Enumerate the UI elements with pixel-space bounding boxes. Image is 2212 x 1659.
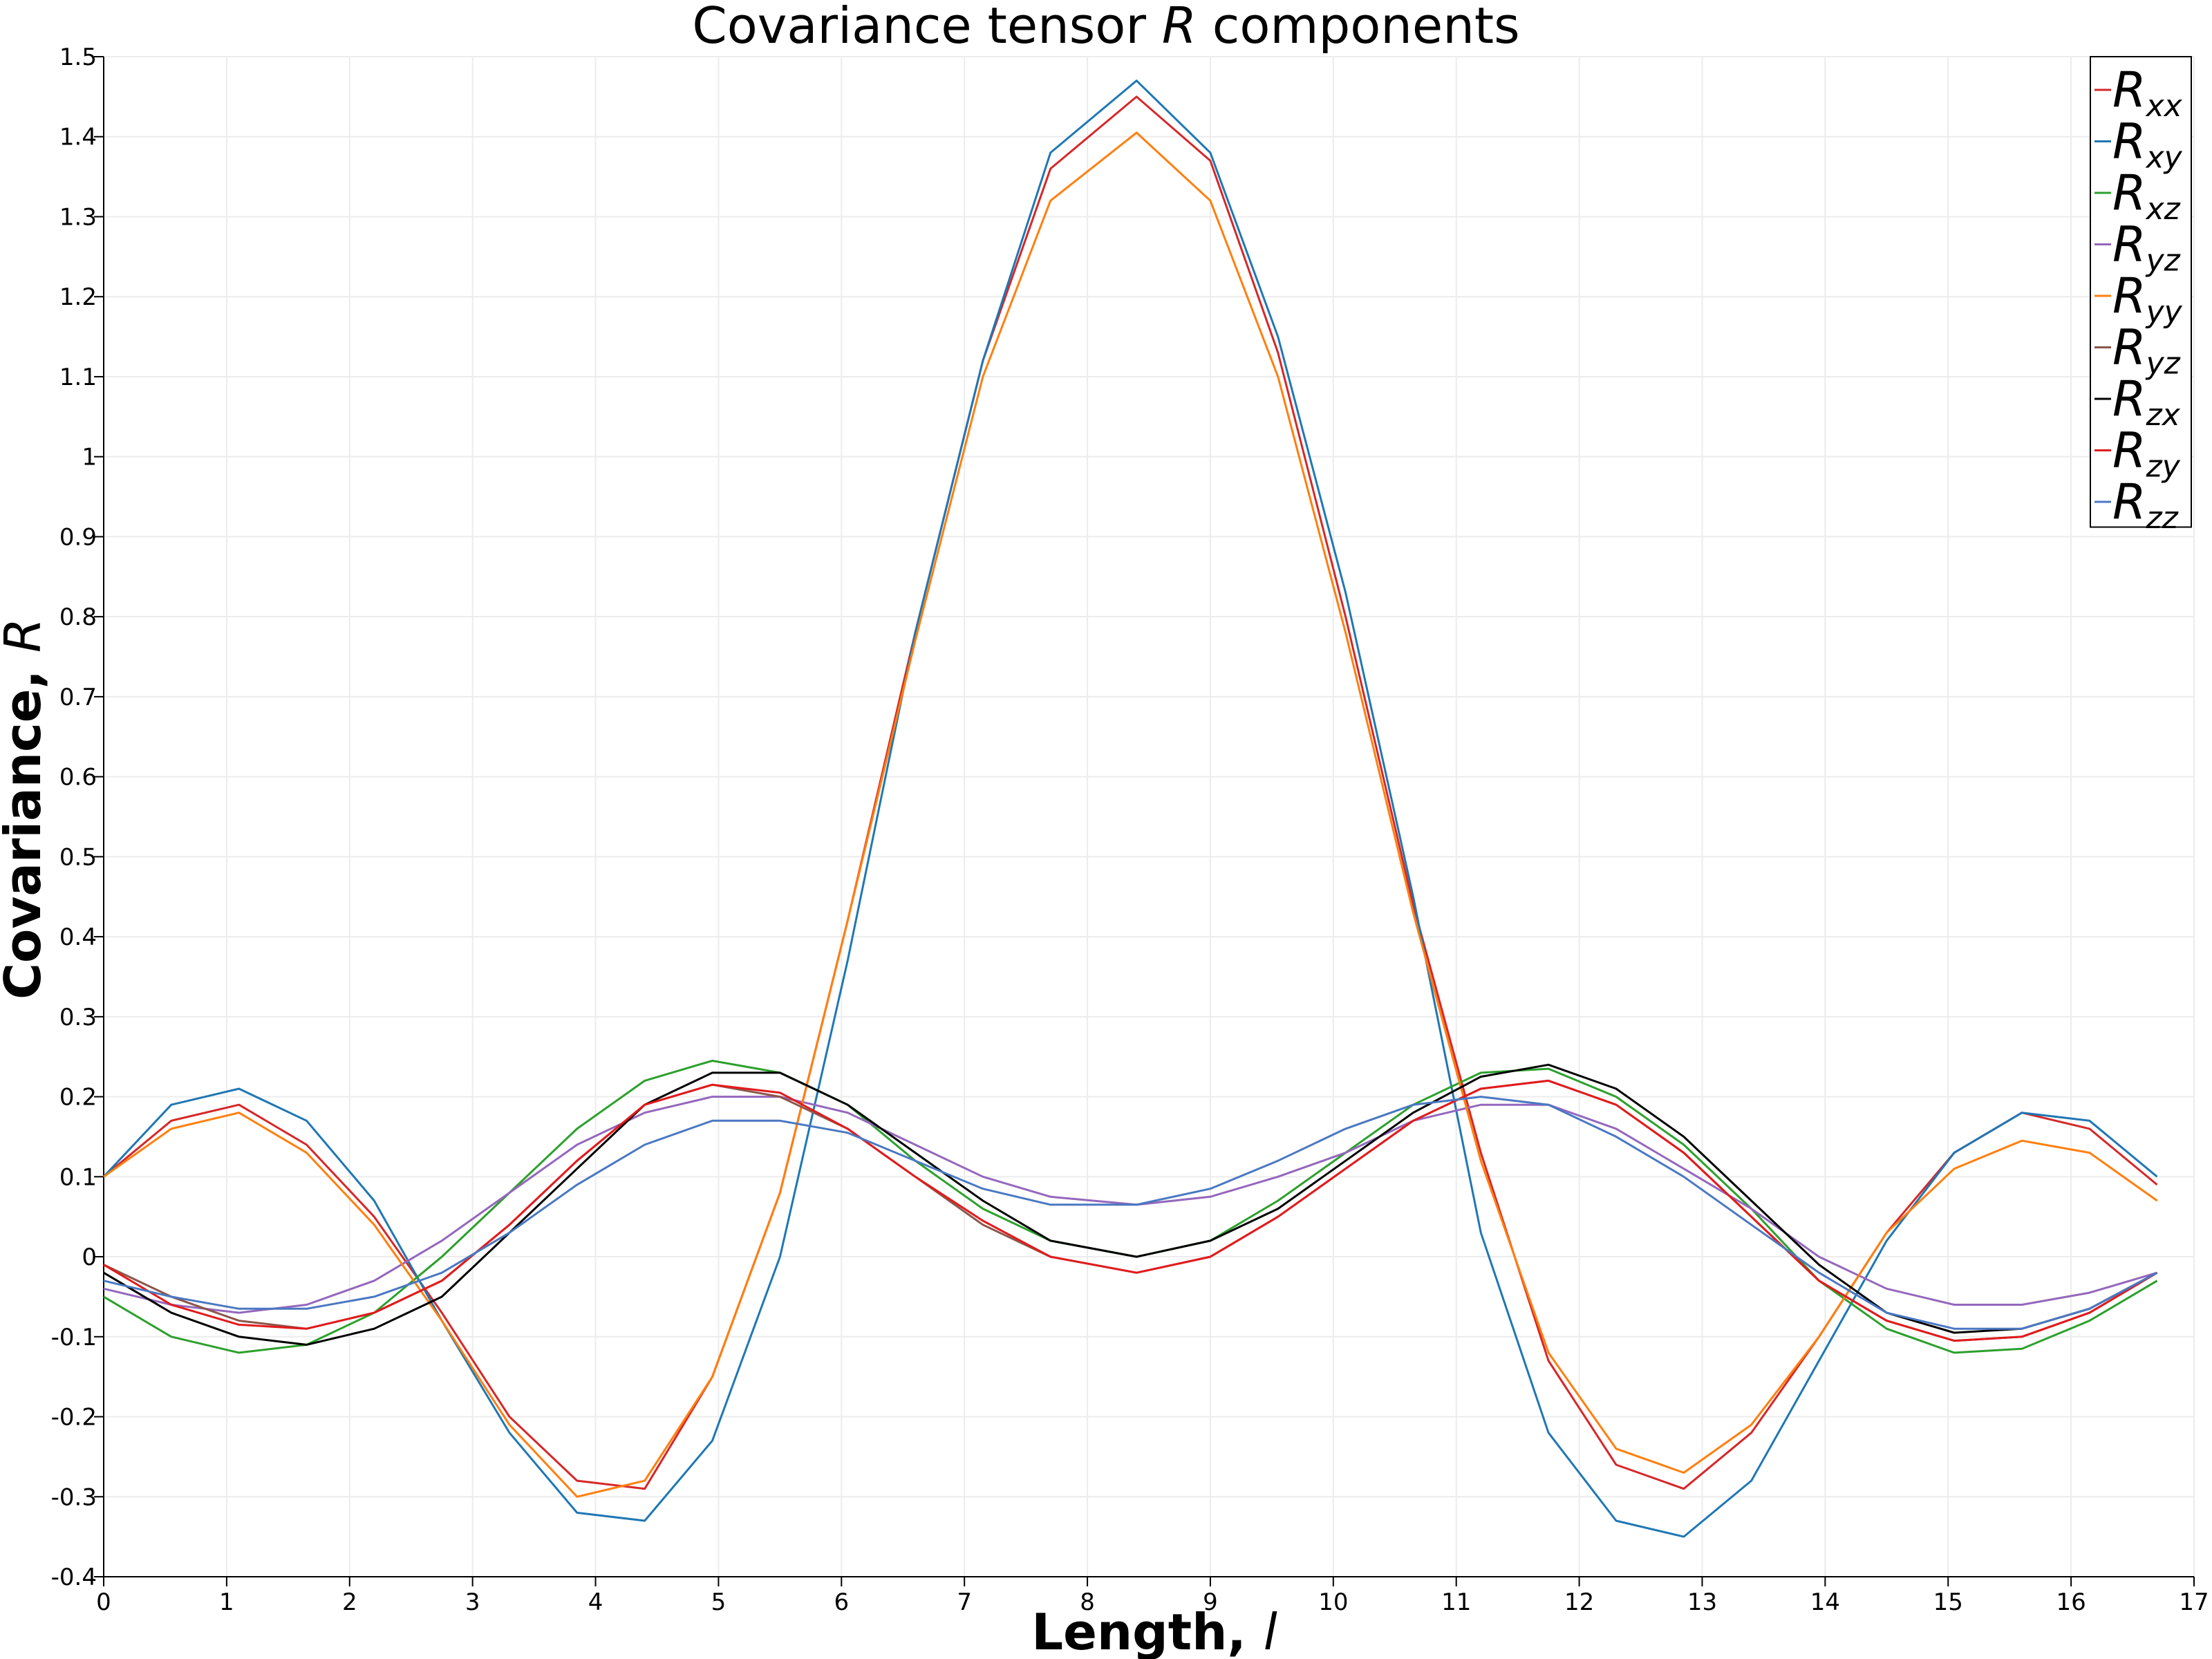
legend-box <box>2090 56 2192 528</box>
y-tick-label: 1.4 <box>59 124 97 151</box>
x-tick-label: 17 <box>2179 1588 2209 1616</box>
y-tick-label: 1.1 <box>59 364 97 391</box>
legend-label-yz: Ryz <box>2112 216 2181 279</box>
y-tick-label: 0.1 <box>59 1163 97 1191</box>
legend-label-subscript: zy <box>2146 449 2181 485</box>
x-tick-label: 6 <box>834 1588 849 1616</box>
y-axis-title: Covariance, R <box>0 618 52 1000</box>
legend-label-symbol: R <box>2112 371 2146 427</box>
chart-title-suffix: components <box>1197 0 1520 55</box>
y-tick-label: 0.9 <box>59 523 97 551</box>
x-tick-label: 7 <box>957 1588 972 1616</box>
y-tick-label: 1.3 <box>59 203 97 231</box>
legend-label-symbol: R <box>2112 422 2146 479</box>
axes <box>94 56 2195 1586</box>
chart-title-prefix: Covariance tensor <box>692 0 1161 55</box>
x-tick-label: 5 <box>711 1588 727 1616</box>
tick-labels: 0 1 2 3 4 5 6 7 8 9 10 11 12 13 14 15 16 17-0.4-0.3-0.2-0… <box>51 44 2209 1616</box>
series-line-xx <box>103 95 2158 1490</box>
legend-label-zy: Rzy <box>2112 422 2181 485</box>
y-tick-label: -0.2 <box>51 1404 97 1432</box>
x-axis-title-symbol: l <box>1264 1603 1277 1659</box>
series-line-zx <box>103 1063 2158 1346</box>
grid <box>103 56 2195 1577</box>
x-tick-label: 3 <box>465 1588 480 1616</box>
y-tick-label: 0.5 <box>59 843 97 871</box>
y-tick-label: 1.5 <box>59 44 97 71</box>
y-axis-title-prefix: Covariance, <box>0 653 52 1000</box>
y-tick-label: 0 <box>82 1244 97 1271</box>
legend-label-zz: Rzz <box>2112 474 2179 536</box>
y-tick-label: -0.3 <box>51 1483 97 1511</box>
chart-title: Covariance tensor R components <box>692 0 1519 55</box>
legend-label-symbol: R <box>2112 268 2146 324</box>
x-tick-label: 2 <box>342 1588 357 1616</box>
x-tick-label: 16 <box>2056 1588 2086 1616</box>
series-line-yy <box>103 131 2158 1498</box>
legend-label-subscript: yy <box>2145 294 2183 330</box>
legend-label-xy: Rxy <box>2112 113 2183 176</box>
x-tick-label: 8 <box>1080 1588 1095 1616</box>
legend-label-subscript: xy <box>2145 140 2183 176</box>
legend-label-subscript: zx <box>2146 397 2181 433</box>
x-tick-label: 4 <box>588 1588 603 1616</box>
legend-label-symbol: R <box>2112 216 2146 273</box>
legend-label-subscript: yz <box>2145 243 2181 279</box>
y-tick-label: 0.2 <box>59 1084 97 1112</box>
x-tick-label: 0 <box>96 1588 111 1616</box>
x-tick-label: 13 <box>1687 1588 1717 1616</box>
x-tick-label: 1 <box>219 1588 234 1616</box>
y-axis-title-symbol: R <box>0 618 52 653</box>
legend-label-xx: Rxx <box>2112 62 2183 124</box>
x-axis-title: Length, l <box>1031 1603 1277 1659</box>
y-tick-label: 0.3 <box>59 1004 97 1031</box>
legend-label-subscript: yz <box>2145 346 2181 382</box>
x-tick-label: 11 <box>1441 1588 1471 1616</box>
y-tick-label: 0.4 <box>59 924 97 951</box>
legend-label-yz: Ryz <box>2112 319 2181 382</box>
chart-title-symbol: R <box>1162 0 1197 55</box>
legend-label-symbol: R <box>2112 62 2146 118</box>
legend-label-subscript: xx <box>2145 88 2183 124</box>
x-axis-title-prefix: Length, <box>1031 1603 1264 1659</box>
y-tick-label: 1.2 <box>59 283 97 311</box>
y-tick-label: -0.1 <box>51 1324 97 1351</box>
y-tick-label: 1 <box>82 444 97 471</box>
x-tick-label: 10 <box>1318 1588 1348 1616</box>
legend-label-symbol: R <box>2112 113 2146 170</box>
legend-label-xz: Rxz <box>2112 165 2181 227</box>
series-lines <box>102 79 2158 1538</box>
series-line-zz <box>103 1096 2158 1330</box>
y-tick-label: 0.8 <box>59 603 97 631</box>
series-line-zy <box>103 1079 2158 1342</box>
legend-label-symbol: R <box>2112 319 2146 376</box>
series-line-xy <box>102 79 2158 1538</box>
y-tick-label: -0.4 <box>51 1564 97 1591</box>
y-tick-label: 0.7 <box>59 684 97 711</box>
legend-label-subscript: xz <box>2145 191 2181 227</box>
legend-label-subscript: zz <box>2146 500 2179 536</box>
x-tick-label: 14 <box>1810 1588 1840 1616</box>
x-tick-label: 12 <box>1564 1588 1594 1616</box>
legend-label-yy: Ryy <box>2112 268 2183 330</box>
legend-label-zx: Rzx <box>2112 371 2181 433</box>
legend-label-symbol: R <box>2112 474 2146 530</box>
legend-label-symbol: R <box>2112 165 2146 221</box>
y-tick-label: 0.6 <box>59 764 97 791</box>
x-tick-label: 9 <box>1203 1588 1218 1616</box>
x-tick-label: 15 <box>1933 1588 1963 1616</box>
